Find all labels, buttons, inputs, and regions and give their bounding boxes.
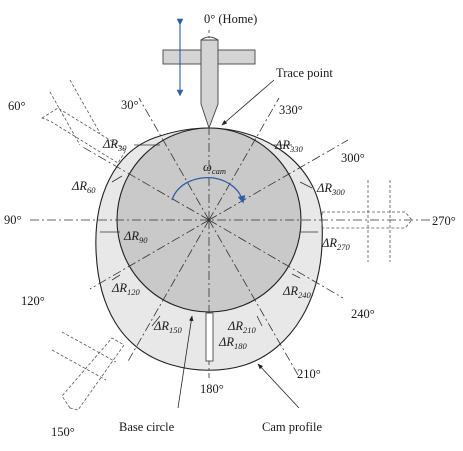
follower-ghost-60 xyxy=(41,79,127,164)
home-label: 0° (Home) xyxy=(204,12,257,26)
delta-r90-label: ΔR90 xyxy=(123,229,148,245)
label-leaders xyxy=(177,79,300,409)
angle-120-label: 120° xyxy=(21,294,45,308)
angle-150-label: 150° xyxy=(51,425,75,439)
delta-r60-label: ΔR60 xyxy=(71,179,96,195)
follower-ghost-150 xyxy=(51,331,125,411)
angle-330-label: 330° xyxy=(279,103,303,117)
delta-leaders xyxy=(100,144,318,362)
angle-0-label: 30° xyxy=(121,98,139,112)
angle-240-label: 240° xyxy=(351,307,375,321)
delta-r330-label: ΔR330 xyxy=(274,138,303,154)
delta-r270-label: ΔR270 xyxy=(321,236,350,252)
angle-300-label: 300° xyxy=(341,151,365,165)
base-circle-label: Base circle xyxy=(119,420,175,434)
omega-label: ωcam xyxy=(203,160,226,176)
angle-90-label: 90° xyxy=(4,213,22,227)
angle-180-label: 180° xyxy=(200,382,224,396)
delta-r210-label: ΔR210 xyxy=(227,319,256,335)
delta-r120-label: ΔR120 xyxy=(111,281,140,297)
angle-60-label: 60° xyxy=(8,99,26,113)
trace-point-label: Trace point xyxy=(276,66,333,80)
delta-r180-label: ΔR180 xyxy=(218,335,247,351)
follower-ghost-270 xyxy=(321,180,413,262)
angle-270-label: 270° xyxy=(432,214,456,228)
follower-home xyxy=(162,18,256,130)
delta-r150-label: ΔR150 xyxy=(153,319,182,335)
cam-profile-label: Cam profile xyxy=(262,420,323,434)
angle-210-label: 210° xyxy=(297,367,321,381)
delta-r30-label: ΔR30 xyxy=(102,137,127,153)
delta-r240-label: ΔR240 xyxy=(282,284,311,300)
delta-r300-label: ΔR300 xyxy=(316,181,345,197)
rotation-arrow xyxy=(171,176,246,204)
